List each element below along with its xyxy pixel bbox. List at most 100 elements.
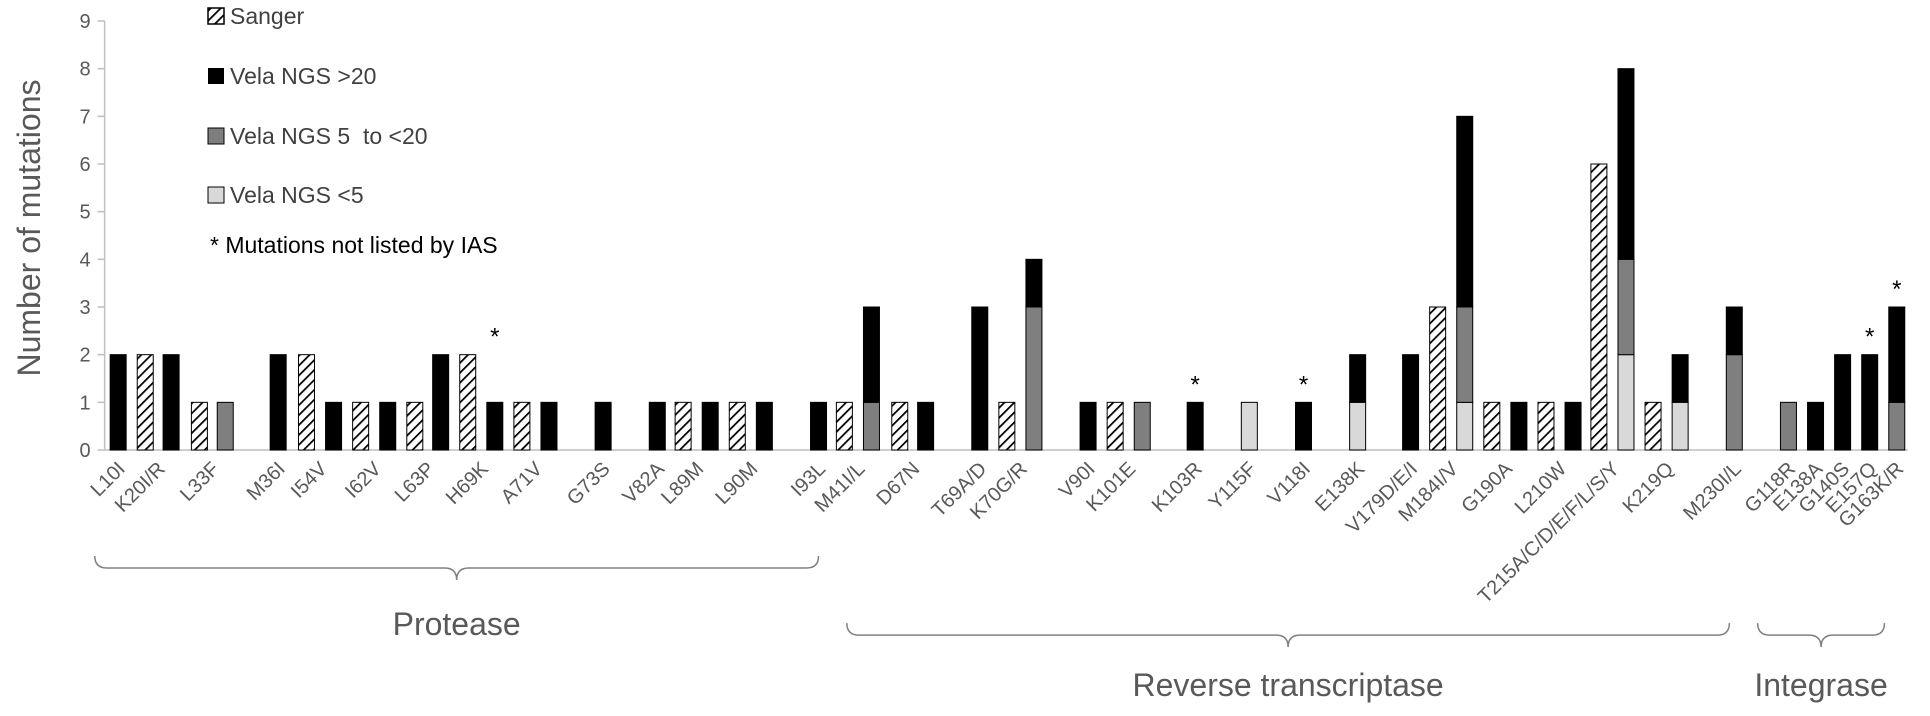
bar-vela-ngs-20: [1186, 401, 1204, 451]
bar-vela-ngs-5-20: [1025, 306, 1043, 451]
bar-sanger: [136, 354, 154, 451]
bar-sanger: [1590, 163, 1608, 451]
bar-sanger: [190, 401, 208, 451]
legend-item-sanger: Sanger: [207, 3, 305, 29]
x-tick-label: L33F: [176, 458, 224, 506]
x-tick-label: G73S: [563, 458, 615, 510]
bar-vela-ngs-20: [109, 354, 127, 451]
bar-vela-ngs-20: [162, 354, 180, 451]
region-label: Reverse transcriptase: [1132, 667, 1443, 703]
y-tick-label: 5: [79, 202, 90, 224]
legend-swatch-vela-ngs-5-20: [207, 127, 225, 145]
y-tick-label: 6: [79, 154, 90, 176]
bar-vela-ngs-lt5: [1617, 354, 1635, 451]
bar-vela-ngs-20: [810, 401, 828, 451]
bar-sanger: [1537, 401, 1555, 451]
ias-star-marker: *: [1865, 324, 1874, 351]
bar-sanger: [406, 401, 424, 451]
region-label: Integrase: [1754, 667, 1887, 703]
y-axis-title: Number of mutations: [11, 79, 47, 376]
bar-sanger: [674, 401, 692, 451]
bar-vela-ngs-20: [1861, 354, 1879, 451]
bar-vela-ngs-20: [1564, 401, 1582, 451]
bar-vela-ngs-5-20: [1133, 401, 1151, 451]
x-tick-label: L90M: [711, 458, 762, 509]
bar-sanger: [835, 401, 853, 451]
bar-vela-ngs-20: [1725, 306, 1743, 356]
bar-sanger: [513, 401, 531, 451]
bar-series: * * * * *: [109, 68, 1906, 451]
bar-vela-ngs-5-20: [216, 401, 234, 451]
bar-sanger: [1106, 401, 1124, 451]
bar-sanger: [1429, 306, 1447, 451]
legend-label-sanger: Sanger: [230, 3, 305, 29]
legend-label-vela-ngs-20: Vela NGS >20: [230, 63, 376, 89]
bar-vela-ngs-20: [379, 401, 397, 451]
bar-vela-ngs-20: [486, 401, 504, 451]
region-bracket: [94, 555, 820, 580]
legend-item-vela-ngs-5-20: Vela NGS 5 to <20: [207, 123, 428, 149]
legend-swatch-vela-ngs-lt5: [207, 186, 225, 204]
y-tick-label: 3: [79, 297, 90, 319]
bar-sanger: [998, 401, 1016, 451]
legend-item-vela-ngs-lt5: Vela NGS <5: [207, 182, 364, 208]
x-tick-label: V82A: [619, 458, 670, 509]
bar-sanger: [1483, 401, 1501, 451]
bar-vela-ngs-20: [325, 401, 343, 451]
bar-vela-ngs-20: [1402, 354, 1420, 451]
x-tick-label: G190A: [1457, 458, 1517, 518]
ias-star-marker: *: [1191, 371, 1200, 398]
x-tick-label: Y115F: [1205, 458, 1261, 514]
legend-swatch-sanger: [207, 7, 225, 25]
bar-vela-ngs-5-20: [1456, 306, 1474, 403]
y-tick-label: 9: [79, 11, 90, 33]
x-tick-label: D67N: [873, 458, 925, 510]
bar-sanger: [352, 401, 370, 451]
ias-star-marker: *: [1892, 276, 1901, 303]
y-tick-label: 1: [79, 392, 90, 414]
bar-vela-ngs-5-20: [1888, 401, 1906, 451]
bar-vela-ngs-20: [1079, 401, 1097, 451]
bar-vela-ngs-20: [1294, 401, 1312, 451]
x-tick-label: V118I: [1264, 458, 1315, 509]
x-tick-label: I54V: [287, 458, 332, 503]
bar-vela-ngs-5-20: [1725, 354, 1743, 451]
y-tick-label: 2: [79, 345, 90, 367]
bar-vela-ngs-20: [1834, 354, 1852, 451]
bar-vela-ngs-20: [1671, 354, 1689, 403]
x-tick-label: H69K: [442, 458, 493, 509]
bar-vela-ngs-20: [1025, 258, 1043, 308]
legend-label-vela-ngs-5-20: Vela NGS 5 to <20: [230, 123, 428, 149]
legend-label-vela-ngs-lt5: Vela NGS <5: [230, 182, 364, 208]
x-tick-label: K103R: [1148, 458, 1207, 517]
legend: Sanger Vela NGS >20 Vela NGS 5 to <20 Ve…: [207, 3, 498, 258]
x-tick-label: M230I/L: [1679, 458, 1746, 525]
bar-sanger: [1644, 401, 1662, 451]
bar-sanger: [728, 401, 746, 451]
bar-vela-ngs-lt5: [1349, 401, 1367, 451]
bar-vela-ngs-20: [862, 306, 880, 403]
region-label: Protease: [393, 606, 521, 642]
bar-vela-ngs-20: [540, 401, 558, 451]
bar-vela-ngs-5-20: [1779, 401, 1797, 451]
x-tick-label: K219Q: [1619, 458, 1679, 518]
bar-vela-ngs-20: [432, 354, 450, 451]
bar-vela-ngs-20: [269, 354, 287, 451]
region-brackets: Protease Reverse transcriptase Integrase: [94, 555, 1888, 703]
bar-vela-ngs-20: [917, 401, 935, 451]
bar-vela-ngs-5-20: [1617, 258, 1635, 356]
x-tick-label: M36I: [243, 458, 290, 505]
ias-star-marker: *: [1299, 371, 1308, 398]
bar-vela-ngs-lt5: [1456, 401, 1474, 451]
bar-vela-ngs-20: [594, 401, 612, 451]
bar-vela-ngs-20: [1456, 115, 1474, 308]
y-tick-label: 4: [79, 249, 90, 271]
region-bracket: [1756, 623, 1886, 648]
bar-vela-ngs-lt5: [1671, 401, 1689, 451]
bar-vela-ngs-20: [1510, 401, 1528, 451]
y-tick-label: 0: [79, 440, 90, 462]
bar-vela-ngs-20: [701, 401, 719, 451]
bar-vela-ngs-20: [648, 401, 666, 451]
